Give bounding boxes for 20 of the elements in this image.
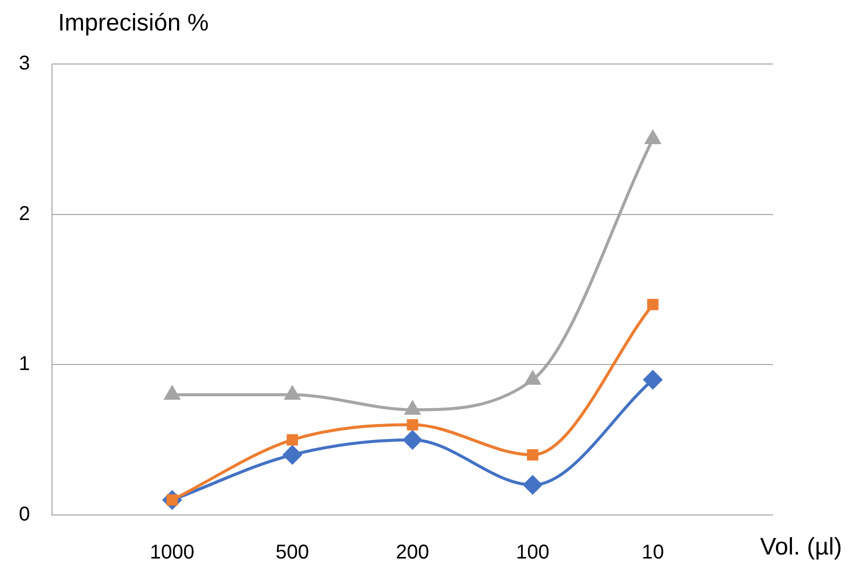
point	[522, 474, 543, 495]
point	[644, 129, 662, 144]
y-tick-label: 0	[18, 504, 30, 526]
point	[647, 298, 658, 310]
x-tick-label: 100	[516, 542, 550, 564]
y-tick-label: 1	[18, 353, 30, 376]
y-axis-title: Imprecisión %	[58, 10, 209, 37]
point	[282, 444, 302, 465]
x-tick-label: 500	[276, 542, 310, 564]
point	[527, 449, 538, 461]
point	[402, 430, 422, 450]
x-tick-label: 10	[642, 542, 664, 564]
point	[406, 419, 418, 430]
x-tick-label: 200	[396, 542, 430, 564]
x-axis-title: Vol. (µl)	[760, 534, 842, 561]
y-tick-label: 3	[18, 52, 30, 75]
y-tick-label: 2	[18, 202, 30, 225]
point	[642, 370, 663, 390]
x-tick-label: 1000	[150, 542, 194, 564]
point	[286, 434, 298, 446]
